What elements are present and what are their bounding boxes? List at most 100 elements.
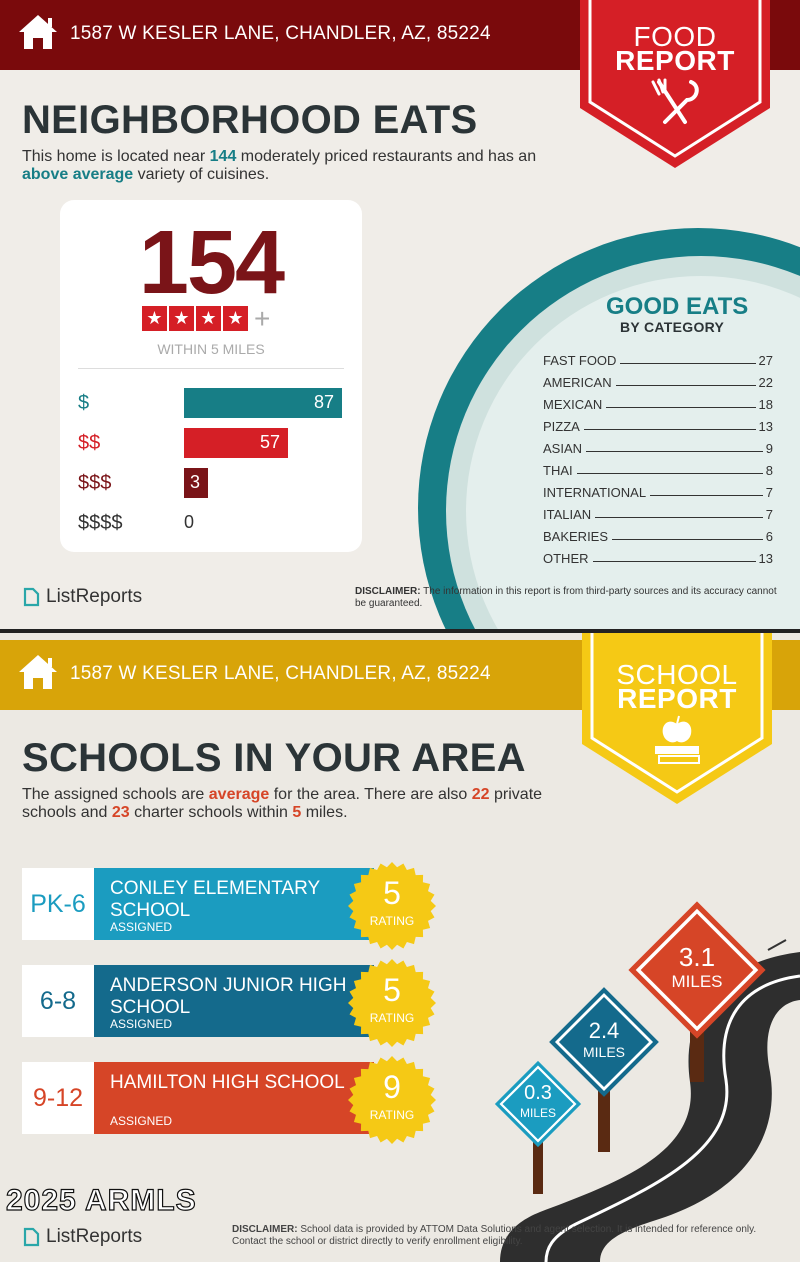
category-count: 18 bbox=[758, 397, 773, 412]
school-report-badge: SCHOOL REPORT bbox=[582, 632, 772, 804]
category-row: MEXICAN 18 bbox=[543, 394, 773, 412]
rating-label: RATING bbox=[369, 914, 415, 928]
price-bar bbox=[184, 388, 342, 418]
apple-books-icon bbox=[655, 715, 700, 764]
home-icon bbox=[19, 15, 57, 49]
star-rating: ★ ★ ★ ★ + bbox=[142, 303, 271, 334]
price-value: 0 bbox=[184, 512, 195, 532]
category-name: BAKERIES bbox=[543, 529, 609, 544]
category-name: INTERNATIONAL bbox=[543, 485, 647, 500]
category-row: OTHER 13 bbox=[543, 548, 773, 566]
price-value: 87 bbox=[313, 392, 334, 412]
school-row: PK-6 CONLEY ELEMENTARY SCHOOL ASSIGNED 5 RAT… bbox=[22, 862, 442, 950]
food-report-badge: FOOD REPORT bbox=[580, 0, 770, 168]
food-report-section: 1587 W KESLER LANE, CHANDLER, AZ, 85224 … bbox=[0, 0, 800, 632]
good-eats-subtitle: BY CATEGORY bbox=[620, 319, 725, 335]
grade-range: PK-6 bbox=[22, 868, 94, 940]
school-row: 6-8 ANDERSON JUNIOR HIGH SCHOOL ASSIGNED 5 R… bbox=[22, 959, 442, 1047]
school-name: ANDERSON JUNIOR HIGH SCHOOL bbox=[110, 975, 347, 1018]
distance-sign: 0.3 MILES bbox=[494, 1060, 582, 1148]
within-miles: WITHIN 5 MILES bbox=[157, 341, 265, 357]
total-restaurants: 154 bbox=[138, 213, 285, 313]
price-row: $87 bbox=[78, 388, 348, 418]
category-name: THAI bbox=[543, 463, 573, 478]
food-intro: This home is located near 144 moderately… bbox=[22, 148, 537, 183]
sign-post bbox=[598, 1082, 610, 1152]
price-row: $$ 57 bbox=[78, 428, 348, 458]
distance-value: 3.1 bbox=[678, 942, 716, 972]
home-icon bbox=[19, 655, 57, 689]
good-eats-title: GOOD EATS bbox=[606, 293, 749, 320]
school-report-section: 1587 W KESLER LANE, CHANDLER, AZ, 85224 … bbox=[0, 632, 800, 1262]
price-bar bbox=[184, 428, 288, 458]
rating-seal: 5 RATING bbox=[348, 862, 436, 950]
rating-value: 5 bbox=[383, 875, 401, 911]
category-count: 7 bbox=[765, 507, 773, 522]
food-title: NEIGHBORHOOD EATS bbox=[22, 98, 478, 142]
category-row: THAI 8 bbox=[543, 460, 773, 478]
star-icon: ★ bbox=[196, 306, 221, 331]
category-count: 13 bbox=[758, 419, 773, 434]
school-band: CONLEY ELEMENTARY SCHOOL ASSIGNED bbox=[94, 868, 374, 940]
category-row: INTERNATIONAL 7 bbox=[543, 482, 773, 500]
category-row: AMERICAN 22 bbox=[543, 372, 773, 390]
school-badge-line1: SCHOOL bbox=[616, 659, 738, 690]
copyright-watermark: 2025 ARMLS bbox=[5, 1183, 197, 1217]
leader-line bbox=[592, 561, 756, 562]
price-label: $$ bbox=[78, 432, 101, 454]
leader-line bbox=[576, 473, 763, 474]
leader-line bbox=[612, 539, 763, 540]
distance-unit: MILES bbox=[519, 1106, 556, 1120]
divider bbox=[78, 368, 344, 369]
rating-value: 9 bbox=[383, 1069, 401, 1105]
school-disclaimer: DISCLAIMER: School data is provided by A… bbox=[232, 1224, 757, 1247]
grade-range: 9-12 bbox=[22, 1062, 94, 1134]
category-count: 13 bbox=[758, 551, 773, 566]
restaurant-summary-card: 154 ★ ★ ★ ★ + WITHIN 5 MILES $87 $$ 57 $$$ 3… bbox=[60, 200, 362, 552]
price-row: $$$$ 0 bbox=[78, 508, 348, 538]
leader-line bbox=[586, 451, 763, 452]
listreports-logo-icon bbox=[23, 1227, 40, 1247]
road-illustration bbox=[500, 939, 800, 1262]
price-value: 57 bbox=[259, 432, 280, 452]
price-value: 3 bbox=[189, 472, 200, 492]
distance-sign: 2.4 MILES bbox=[548, 986, 660, 1098]
category-name: PIZZA bbox=[543, 419, 580, 434]
assigned-label: ASSIGNED bbox=[110, 1017, 173, 1031]
assigned-label: ASSIGNED bbox=[110, 1114, 173, 1128]
rating-value: 5 bbox=[383, 972, 401, 1008]
plus-sign: + bbox=[254, 303, 271, 334]
star-icon: ★ bbox=[169, 306, 194, 331]
category-row: ASIAN 9 bbox=[543, 438, 773, 456]
leader-line bbox=[595, 517, 763, 518]
rating-label: RATING bbox=[369, 1108, 415, 1122]
distance-unit: MILES bbox=[671, 972, 723, 991]
category-name: ASIAN bbox=[543, 441, 583, 456]
leader-line bbox=[650, 495, 763, 496]
category-row: BAKERIES 6 bbox=[543, 526, 773, 544]
category-count: 8 bbox=[765, 463, 773, 478]
category-name: FAST FOOD bbox=[543, 353, 617, 368]
listreports-logo: ListReports bbox=[22, 586, 142, 608]
rating-label: RATING bbox=[369, 1011, 415, 1025]
school-name: HAMILTON HIGH SCHOOL bbox=[110, 1072, 345, 1093]
food-badge-line1: FOOD bbox=[633, 21, 717, 52]
star-icon: ★ bbox=[223, 306, 248, 331]
category-count: 7 bbox=[765, 485, 773, 500]
school-name: CONLEY ELEMENTARY SCHOOL bbox=[110, 878, 320, 921]
school-intro: The assigned schools are average for the… bbox=[22, 786, 543, 821]
variety-level: above average bbox=[22, 166, 134, 183]
star-icon: ★ bbox=[142, 306, 167, 331]
school-row: 9-12 HAMILTON HIGH SCHOOL ASSIGNED 9 RATING bbox=[22, 1056, 442, 1144]
price-label: $$$$ bbox=[78, 512, 123, 534]
category-name: OTHER bbox=[543, 551, 589, 566]
category-count: 6 bbox=[765, 529, 773, 544]
school-band: ANDERSON JUNIOR HIGH SCHOOL ASSIGNED bbox=[94, 965, 374, 1037]
restaurant-count: 144 bbox=[209, 148, 237, 165]
food-disclaimer: DISCLAIMER: The information in this repo… bbox=[355, 586, 777, 609]
listreports-logo-icon bbox=[23, 587, 40, 607]
sign-post bbox=[533, 1134, 543, 1194]
leader-line bbox=[583, 429, 756, 430]
listreports-logo: ListReports bbox=[22, 1226, 142, 1248]
category-count: 22 bbox=[758, 375, 773, 390]
